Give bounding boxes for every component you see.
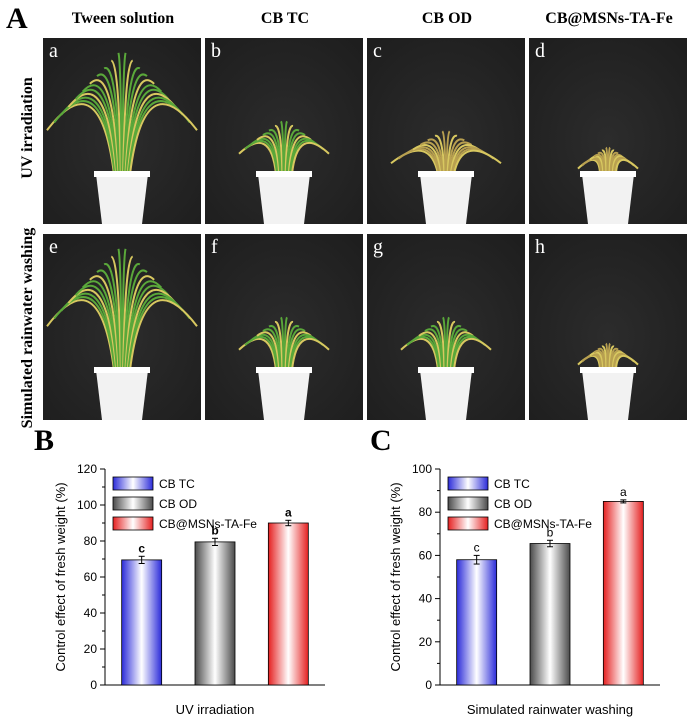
bar-chart-c: 0 20 40 60 80 100 Control effect of fresh weig… xyxy=(388,462,660,717)
plant-pot xyxy=(420,174,472,224)
x-axis-label: UV irradiation xyxy=(176,702,255,717)
plant-leaves xyxy=(238,316,330,371)
plant-leaves xyxy=(390,130,502,175)
y-tick-label: 80 xyxy=(84,534,98,548)
y-tick-label: 0 xyxy=(90,678,97,692)
significance-label: a xyxy=(285,505,292,519)
photo-label-e: e xyxy=(49,236,58,258)
legend-swatch-2 xyxy=(447,516,489,531)
significance-label: a xyxy=(620,485,627,499)
photo-label-d: d xyxy=(535,40,545,62)
plant-pot xyxy=(258,370,310,420)
pot-rim xyxy=(418,171,474,177)
plant-photo-h: h xyxy=(529,234,687,420)
y-tick-label: 40 xyxy=(84,606,98,620)
x-axis-label: Simulated rainwater washing xyxy=(467,702,633,717)
legend-swatch-0 xyxy=(447,476,489,491)
row-title-uv: UV irradiation xyxy=(19,77,36,179)
y-tick-label: 60 xyxy=(84,570,98,584)
panel-letter-a: A xyxy=(6,2,28,35)
photo-label-f: f xyxy=(211,236,218,258)
pot-rim xyxy=(580,171,636,177)
legend-swatch-2 xyxy=(112,516,154,531)
pot-rim xyxy=(256,171,312,177)
plant-pot xyxy=(582,370,634,420)
photo-label-g: g xyxy=(373,236,383,258)
panel-letter-c: C xyxy=(370,424,392,457)
plant-leaves xyxy=(577,342,639,371)
y-tick-label: 80 xyxy=(419,505,433,519)
pot-rim xyxy=(256,367,312,373)
plant-leaves xyxy=(577,146,639,175)
plant-pot xyxy=(96,370,148,420)
y-tick-label: 20 xyxy=(419,635,433,649)
bar-0 xyxy=(121,559,163,686)
plant-leaves xyxy=(400,316,492,371)
significance-label: b xyxy=(547,525,554,539)
bar-1 xyxy=(529,543,571,686)
legend-swatch-1 xyxy=(112,496,154,511)
y-tick-label: 40 xyxy=(419,592,433,606)
photo-label-c: c xyxy=(373,40,382,62)
column-title-cb-tc: CB TC xyxy=(260,10,310,27)
column-title-cb-msns: CB@MSNs-TA-Fe xyxy=(545,10,673,27)
bar-2 xyxy=(267,522,309,686)
legend-label-1: CB OD xyxy=(494,497,532,511)
plant-photo-g: g xyxy=(367,234,525,420)
plant-leaves xyxy=(238,120,330,175)
y-axis-label: Control effect of fresh weight (%) xyxy=(53,482,68,671)
significance-label: c xyxy=(474,540,480,554)
plant-photo-f: f xyxy=(205,234,363,420)
plant-leaves xyxy=(46,248,198,371)
y-tick-label: 120 xyxy=(77,462,97,476)
photo-label-a: a xyxy=(49,40,58,62)
column-title-tween: Tween solution xyxy=(71,10,175,27)
photo-label-b: b xyxy=(211,40,221,62)
bar-chart-b: 0 20 40 60 80 100 120 Control effect of fresh w… xyxy=(53,462,325,717)
legend-label-0: CB TC xyxy=(494,477,530,491)
plant-photo-b: b xyxy=(205,38,363,224)
y-tick-label: 100 xyxy=(412,462,432,476)
legend-label-2: CB@MSNs-TA-Fe xyxy=(494,517,592,531)
pot-rim xyxy=(94,367,150,373)
significance-label: b xyxy=(211,523,218,537)
y-tick-label: 0 xyxy=(425,678,432,692)
row-title-rainwater: Simulated rainwater washing xyxy=(19,227,36,429)
plant-leaves xyxy=(46,52,198,175)
y-tick-label: 100 xyxy=(77,498,97,512)
plant-pot xyxy=(420,370,472,420)
plant-photo-e: e xyxy=(43,234,201,420)
plant-pot xyxy=(582,174,634,224)
plant-photo-d: d xyxy=(529,38,687,224)
plant-pot xyxy=(96,174,148,224)
plant-pot xyxy=(258,174,310,224)
plant-photo-c: c xyxy=(367,38,525,224)
y-tick-label: 60 xyxy=(419,548,433,562)
plant-photo-a: a xyxy=(43,38,201,224)
legend-swatch-1 xyxy=(447,496,489,511)
significance-label: c xyxy=(138,541,145,555)
legend-label-0: CB TC xyxy=(159,477,195,491)
pot-rim xyxy=(94,171,150,177)
pot-rim xyxy=(418,367,474,373)
legend-label-1: CB OD xyxy=(159,497,197,511)
y-axis-label: Control effect of fresh weight (%) xyxy=(388,482,403,671)
legend-label-2: CB@MSNs-TA-Fe xyxy=(159,517,257,531)
photo-label-h: h xyxy=(535,236,545,258)
bar-2 xyxy=(602,501,644,686)
bar-1 xyxy=(194,541,236,686)
bar-0 xyxy=(456,559,498,686)
legend-swatch-0 xyxy=(112,476,154,491)
column-title-cb-od: CB OD xyxy=(421,10,473,27)
pot-rim xyxy=(580,367,636,373)
panel-letter-b: B xyxy=(34,424,55,457)
y-tick-label: 20 xyxy=(84,642,98,656)
